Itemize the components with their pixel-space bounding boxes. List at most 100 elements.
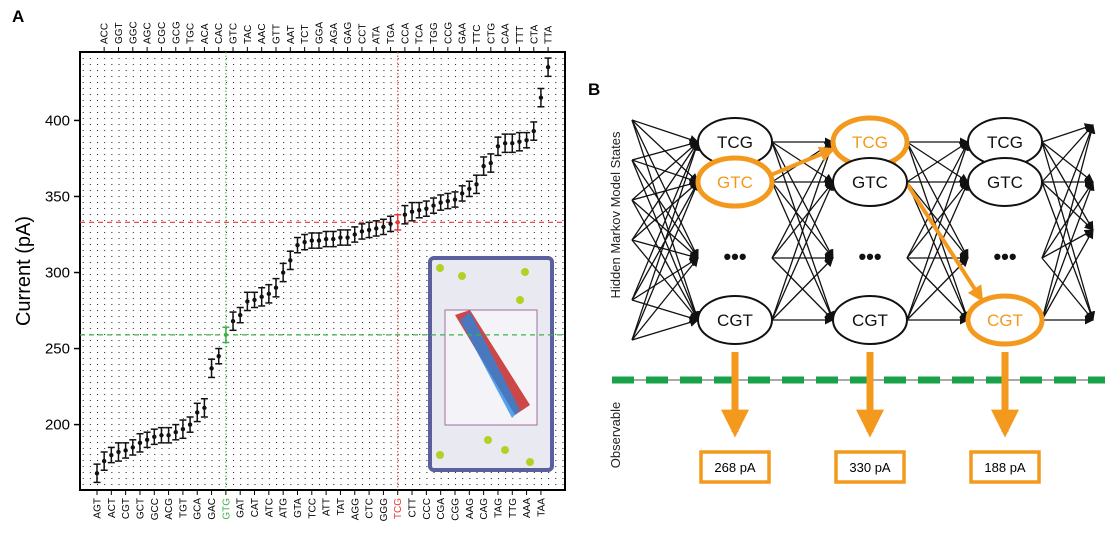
point [324, 237, 328, 241]
edge [632, 120, 698, 142]
x-tick-label: TCC [307, 498, 318, 519]
x-tick-label: CCG [443, 22, 454, 44]
state-label: GTC [717, 173, 753, 192]
point [224, 333, 228, 337]
state-label: TCG [852, 133, 888, 152]
point [102, 459, 106, 463]
x-tick-label: TTC [472, 25, 483, 44]
point [152, 435, 156, 439]
point [231, 319, 235, 323]
edge [1042, 142, 1093, 182]
state-label: GTC [987, 173, 1023, 192]
point [288, 258, 292, 262]
point [410, 209, 414, 213]
point [388, 222, 392, 226]
x-tick-label: CAG [479, 498, 490, 520]
point [474, 182, 478, 186]
y-tick-label: 350 [45, 188, 70, 205]
point [481, 164, 485, 168]
x-tick-label: CCA [400, 23, 411, 44]
x-tick-label: TAA [536, 498, 547, 517]
x-tick-label: CGC [157, 22, 168, 44]
state-label: ••• [993, 244, 1016, 269]
x-tick-label: GTA [293, 498, 304, 518]
point [310, 238, 314, 242]
point [131, 445, 135, 449]
state-label: GTC [852, 173, 888, 192]
point [496, 144, 500, 148]
point [209, 366, 213, 370]
x-tick-label: TCT [300, 25, 311, 44]
edge [632, 258, 698, 340]
inset-structure [430, 258, 552, 470]
x-tick-label: ACA [200, 23, 211, 44]
point [331, 237, 335, 241]
x-tick-label: ACG [164, 498, 175, 520]
x-tick-label: TTA [544, 26, 555, 44]
state-label: CGT [987, 311, 1023, 330]
point [195, 410, 199, 414]
x-tick-label: CCC [422, 498, 433, 520]
point [202, 406, 206, 410]
panel-label: A [12, 7, 24, 26]
point [317, 238, 321, 242]
point [381, 225, 385, 229]
x-tick-label: GAA [458, 23, 469, 44]
point [539, 95, 543, 99]
x-tick-label: AAT [286, 25, 297, 44]
observable-label: Observable [608, 402, 623, 468]
point [438, 200, 442, 204]
x-tick-label: TAT [336, 498, 347, 515]
point [517, 140, 521, 144]
x-tick-label: TGC [186, 23, 197, 44]
point [188, 422, 192, 426]
point [338, 235, 342, 239]
x-tick-label: GAC [207, 498, 218, 520]
x-tick-label: TAG [493, 498, 504, 518]
x-tick-label: CGT [121, 498, 132, 519]
observation-label: 188 pA [984, 460, 1026, 475]
x-tick-label: GTG [221, 498, 232, 520]
x-tick-label: GCG [171, 21, 182, 44]
point [360, 229, 364, 233]
x-tick-label: TAC [243, 25, 254, 44]
y-tick-label: 300 [45, 265, 70, 282]
y-axis-label: Current (pA) [13, 216, 35, 326]
point [403, 213, 407, 217]
states-label: Hidden Markov Model States [608, 131, 623, 298]
edge [632, 320, 698, 340]
x-tick-label: GCA [193, 498, 204, 520]
x-tick-label: AAC [257, 23, 268, 44]
point [431, 203, 435, 207]
observation-label: 330 pA [849, 460, 891, 475]
x-tick-label: TGG [429, 22, 440, 44]
point [123, 448, 127, 452]
point [145, 438, 149, 442]
x-tick-label: GGT [114, 22, 125, 44]
x-tick-label: GCC [150, 498, 161, 520]
y-tick-label: 250 [45, 341, 70, 358]
point [295, 243, 299, 247]
point [353, 232, 357, 236]
x-tick-label: GAG [343, 22, 354, 44]
x-tick-label: AGC [143, 22, 154, 44]
x-tick-label: CAC [214, 23, 225, 44]
state-label: ••• [723, 244, 746, 269]
x-tick-label: CTC [365, 498, 376, 519]
point [281, 270, 285, 274]
x-tick-label: GAT [236, 498, 247, 518]
point [367, 228, 371, 232]
x-tick-label: TCA [415, 24, 426, 44]
x-tick-label: AAG [465, 498, 476, 519]
point [252, 298, 256, 302]
x-tick-label: CGA [436, 498, 447, 520]
edge [632, 120, 698, 258]
x-tick-label: AGT [93, 498, 104, 519]
edge [632, 240, 698, 320]
point [138, 441, 142, 445]
point [453, 197, 457, 201]
edge [1042, 125, 1093, 258]
x-tick-label: ACT [107, 498, 118, 518]
edge [632, 160, 698, 320]
state-label: CGT [852, 311, 888, 330]
